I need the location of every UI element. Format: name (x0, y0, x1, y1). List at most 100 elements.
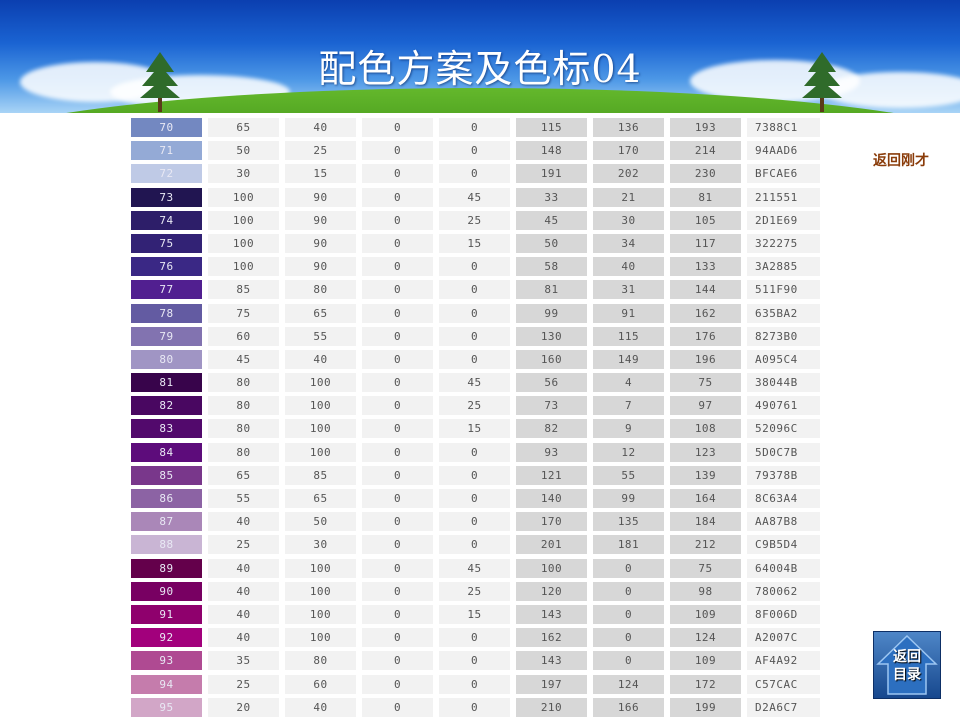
black-value: 0 (439, 118, 510, 137)
cyan-value: 80 (208, 373, 279, 393)
magenta-value: 100 (285, 628, 356, 648)
black-value: 0 (439, 674, 510, 694)
green-value: 40 (593, 257, 664, 277)
cyan-value: 25 (208, 674, 279, 694)
black-value: 25 (439, 581, 510, 601)
toc-label-line1: 返回 (893, 649, 921, 665)
black-value: 0 (439, 512, 510, 532)
yellow-value: 0 (362, 257, 433, 277)
black-value: 0 (439, 535, 510, 555)
blue-value: 176 (670, 326, 741, 346)
yellow-value: 0 (362, 419, 433, 439)
magenta-value: 30 (285, 535, 356, 555)
hex-code: AF4A92 (747, 651, 820, 671)
yellow-value: 0 (362, 280, 433, 300)
black-value: 0 (439, 651, 510, 671)
black-value: 25 (439, 396, 510, 416)
color-swatch: 76 (131, 257, 202, 277)
cyan-value: 100 (208, 233, 279, 253)
yellow-value: 0 (362, 164, 433, 184)
color-swatch: 90 (131, 581, 202, 601)
green-value: 4 (593, 373, 664, 393)
header-banner: 配色方案及色标04 (0, 0, 960, 113)
blue-value: 139 (670, 465, 741, 485)
back-link[interactable]: 返回刚才 (873, 153, 929, 169)
green-value: 149 (593, 349, 664, 369)
blue-value: 75 (670, 558, 741, 578)
color-swatch: 83 (131, 419, 202, 439)
green-value: 0 (593, 604, 664, 624)
red-value: 93 (516, 442, 587, 462)
red-value: 143 (516, 604, 587, 624)
cyan-value: 40 (208, 604, 279, 624)
blue-value: 97 (670, 396, 741, 416)
blue-value: 184 (670, 512, 741, 532)
color-swatch: 73 (131, 187, 202, 207)
cyan-value: 20 (208, 697, 279, 717)
hex-code: A095C4 (747, 349, 820, 369)
hex-code: 2D1E69 (747, 210, 820, 230)
cyan-value: 65 (208, 465, 279, 485)
yellow-value: 0 (362, 326, 433, 346)
cyan-value: 60 (208, 326, 279, 346)
magenta-value: 55 (285, 326, 356, 346)
magenta-value: 80 (285, 280, 356, 300)
tree-icon (140, 52, 180, 112)
back-to-toc-button[interactable]: 返回 目录 (873, 631, 941, 699)
yellow-value: 0 (362, 604, 433, 624)
magenta-value: 85 (285, 465, 356, 485)
blue-value: 214 (670, 141, 741, 161)
blue-value: 124 (670, 628, 741, 648)
magenta-value: 90 (285, 187, 356, 207)
magenta-value: 60 (285, 674, 356, 694)
color-swatch: 91 (131, 604, 202, 624)
blue-value: 199 (670, 697, 741, 717)
green-value: 170 (593, 141, 664, 161)
red-value: 191 (516, 164, 587, 184)
red-value: 201 (516, 535, 587, 555)
green-value: 31 (593, 280, 664, 300)
color-swatch: 81 (131, 373, 202, 393)
magenta-value: 65 (285, 489, 356, 508)
magenta-value: 100 (285, 581, 356, 601)
blue-value: 164 (670, 489, 741, 508)
cyan-value: 100 (208, 257, 279, 277)
color-swatch: 93 (131, 651, 202, 671)
red-value: 58 (516, 257, 587, 277)
magenta-value: 100 (285, 373, 356, 393)
cyan-value: 45 (208, 349, 279, 369)
green-value: 181 (593, 535, 664, 555)
red-value: 99 (516, 303, 587, 323)
yellow-value: 0 (362, 396, 433, 416)
blue-value: 123 (670, 442, 741, 462)
cyan-value: 100 (208, 210, 279, 230)
hex-code: 322275 (747, 233, 820, 253)
hex-code: BFCAE6 (747, 164, 820, 184)
green-value: 0 (593, 628, 664, 648)
green-value: 166 (593, 697, 664, 717)
blue-value: 109 (670, 651, 741, 671)
hex-code: 8273B0 (747, 326, 820, 346)
hex-code: 511F90 (747, 280, 820, 300)
hex-code: AA87B8 (747, 512, 820, 532)
yellow-value: 0 (362, 465, 433, 485)
hex-code: 64004B (747, 558, 820, 578)
cyan-value: 55 (208, 489, 279, 508)
magenta-value: 100 (285, 396, 356, 416)
black-value: 15 (439, 419, 510, 439)
green-value: 7 (593, 396, 664, 416)
magenta-value: 40 (285, 118, 356, 137)
blue-value: 172 (670, 674, 741, 694)
black-value: 0 (439, 141, 510, 161)
cloud-decoration (820, 72, 960, 108)
yellow-value: 0 (362, 210, 433, 230)
color-swatch: 86 (131, 489, 202, 508)
cyan-value: 65 (208, 118, 279, 137)
color-swatch: 71 (131, 141, 202, 161)
green-value: 30 (593, 210, 664, 230)
hex-code: 780062 (747, 581, 820, 601)
yellow-value: 0 (362, 535, 433, 555)
blue-value: 193 (670, 118, 741, 137)
color-swatch: 87 (131, 512, 202, 532)
color-swatch: 80 (131, 349, 202, 369)
